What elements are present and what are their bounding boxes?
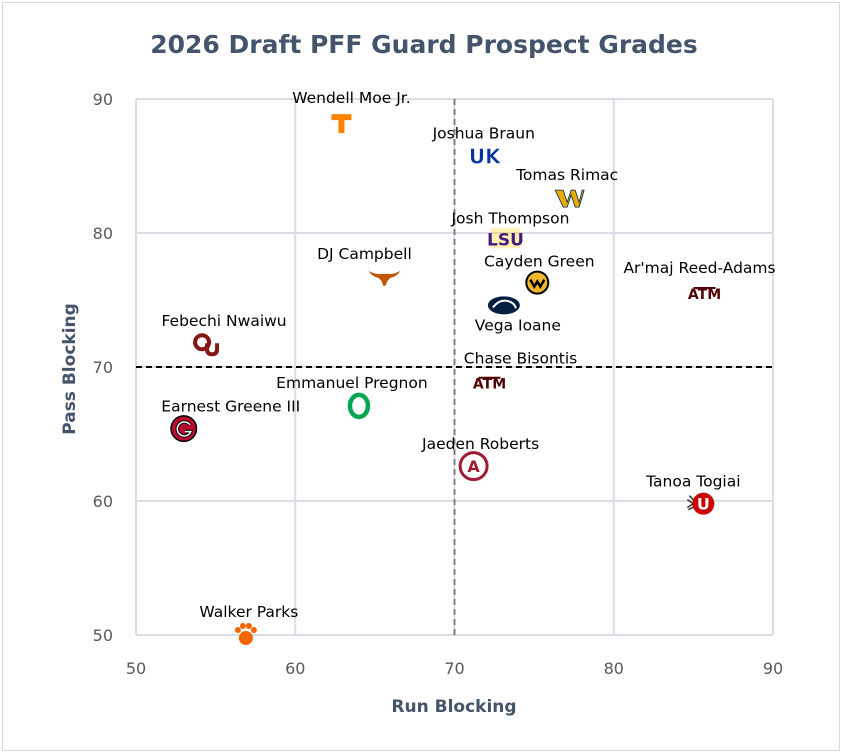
- chart-title: 2026 Draft PFF Guard Prospect Grades: [150, 30, 698, 59]
- point-label: Earnest Greene III: [161, 398, 300, 416]
- point-label: Febechi Nwaiwu: [161, 312, 286, 330]
- point-label: Vega Ioane: [475, 316, 561, 334]
- x-tick-label: 90: [763, 659, 783, 678]
- y-tick-label: 50: [93, 626, 113, 645]
- data-point-alabama-logo: A: [458, 451, 489, 482]
- data-point-missouri-logo: [525, 270, 550, 295]
- point-label: Joshua Braun: [432, 124, 535, 142]
- data-point-clemson-logo: [234, 623, 257, 645]
- point-label: Walker Parks: [199, 603, 298, 621]
- y-tick-label: 90: [93, 90, 113, 109]
- y-tick-label: 70: [93, 358, 113, 377]
- axis-ticks: 50 60 70 80 90 50 60 70 80 90: [93, 90, 784, 678]
- point-label: Chase Bisontis: [464, 350, 577, 368]
- y-tick-label: 80: [93, 224, 113, 243]
- data-point-texas-am-logo: ATM: [688, 281, 721, 303]
- point-label: Josh Thompson: [450, 209, 569, 227]
- data-point-texas-logo: [368, 270, 401, 286]
- x-tick-label: 80: [604, 659, 624, 678]
- svg-text:U: U: [697, 495, 710, 514]
- y-axis-title: Pass Blocking: [60, 303, 80, 435]
- point-label: Wendell Moe Jr.: [292, 89, 410, 107]
- data-point-georgia-logo: [169, 414, 199, 444]
- point-label: DJ Campbell: [317, 245, 412, 263]
- data-point-west-virginia-logo: [554, 189, 585, 208]
- data-point-oklahoma-logo: [193, 333, 220, 357]
- data-point-texas-am-logo: ATM: [473, 371, 506, 393]
- data-points: Wendell Moe Jr. UK Joshua Braun Tomas Rimac…: [161, 89, 776, 645]
- x-tick-label: 60: [285, 659, 305, 678]
- point-label: Cayden Green: [484, 253, 595, 271]
- x-tick-label: 50: [126, 659, 146, 678]
- point-label: Tomas Rimac: [515, 166, 618, 184]
- data-point-tennessee-logo: [331, 114, 352, 134]
- x-axis-title: Run Blocking: [391, 697, 516, 717]
- point-label: Jaeden Roberts: [421, 435, 539, 453]
- point-label: Ar'maj Reed-Adams: [623, 259, 775, 277]
- data-point-lsu-logo: LSU: [487, 228, 524, 250]
- data-point-kentucky-logo: UK: [469, 144, 503, 169]
- svg-text:ATM: ATM: [473, 377, 506, 393]
- reference-lines: [136, 99, 773, 635]
- data-point-oregon-logo: [347, 392, 371, 420]
- point-label: Tanoa Togiai: [645, 473, 740, 491]
- svg-text:ATM: ATM: [688, 287, 721, 303]
- svg-text:LSU: LSU: [487, 230, 524, 250]
- data-point-utah-logo: U: [686, 492, 715, 515]
- x-tick-label: 70: [444, 659, 464, 678]
- data-point-penn-state-logo: [487, 296, 520, 315]
- y-tick-label: 60: [93, 492, 113, 511]
- scatter-chart: 2026 Draft PFF Guard Prospect Grades 50 6…: [60, 30, 784, 717]
- svg-text:A: A: [467, 457, 480, 476]
- svg-text:UK: UK: [469, 144, 502, 168]
- point-label: Emmanuel Pregnon: [276, 374, 428, 392]
